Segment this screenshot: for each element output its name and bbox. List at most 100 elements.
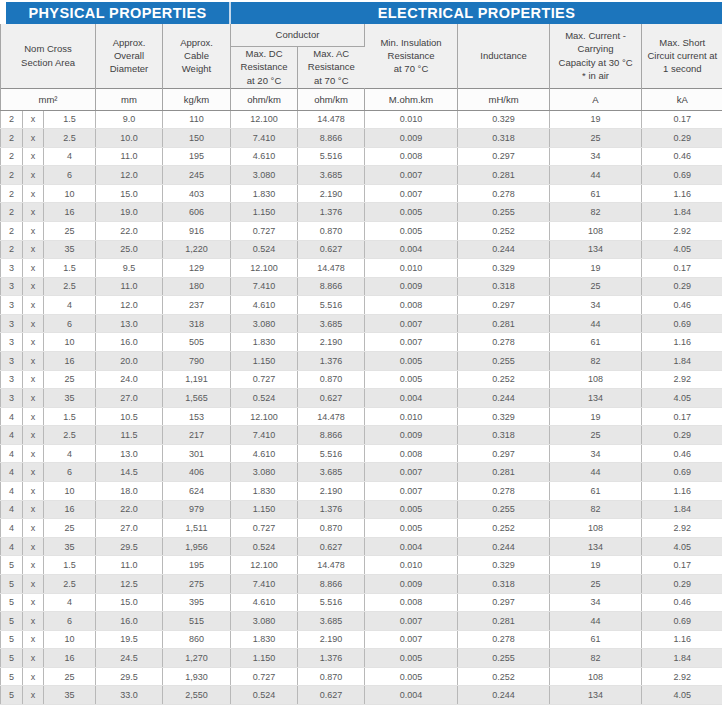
cell: 0.008 [365,296,458,315]
cell: 2.92 [642,519,722,538]
table-row: 4x2.511.52177.4108.8660.0090.318250.29 [1,426,722,445]
cell: 4.610 [231,296,298,315]
cell: 3 [1,389,23,408]
cell: x [23,519,44,538]
cell: 217 [163,426,231,445]
cell: 12.100 [231,556,298,575]
unit-ohm-km-ac: ohm/km [298,88,365,110]
cell: 22.0 [96,500,163,519]
cell: 0.255 [458,500,550,519]
table-row: 4x1018.06241.8302.1900.0070.278611.16 [1,482,722,501]
cell: 0.007 [365,612,458,631]
cell: 1.150 [231,649,298,668]
cell: 1.16 [642,333,722,352]
cell: 403 [163,184,231,203]
cell: 1.16 [642,482,722,501]
cell: 12.100 [231,110,298,129]
cell: 0.008 [365,444,458,463]
cell: 18.0 [96,482,163,501]
cell: 4.05 [642,389,722,408]
col-header-current-capacity: Max. Current - Carrying Capacity at 30 °… [550,24,642,88]
unit-ohm-km-dc: ohm/km [231,88,298,110]
cell: 0.29 [642,129,722,148]
cell: 3.685 [298,463,365,482]
cell: x [23,221,44,240]
unit-mohm-km: M.ohm.km [365,88,458,110]
cell: 12.100 [231,259,298,278]
cell: 9.0 [96,110,163,129]
cell: 25 [44,370,96,389]
cell: 0.278 [458,333,550,352]
cell: 0.69 [642,463,722,482]
cell: 25 [550,129,642,148]
cell: 2.190 [298,184,365,203]
cell: x [23,352,44,371]
unit-kg-km: kg/km [163,88,231,110]
cell: 1,930 [163,667,231,686]
cell: x [23,314,44,333]
table-row: 5x616.05153.0803.6850.0070.281440.69 [1,612,722,631]
cell: 275 [163,574,231,593]
cell: 13.0 [96,444,163,463]
cell: 5 [1,649,23,668]
cell: 16 [44,500,96,519]
cell: 0.318 [458,426,550,445]
cell: 2 [1,184,23,203]
cell: 108 [550,370,642,389]
table-row: 5x2529.51,9300.7270.8700.0050.2521082.92 [1,667,722,686]
cell: 4 [1,519,23,538]
cell: 35 [44,537,96,556]
cell: 0.297 [458,593,550,612]
cell: 0.69 [642,314,722,333]
cell: 0.255 [458,352,550,371]
cell: 4.05 [642,240,722,259]
cell: 0.007 [365,630,458,649]
cell: 108 [550,667,642,686]
cell: 3 [1,314,23,333]
cell: 0.281 [458,612,550,631]
table-row: 2x1.59.011012.10014.4780.0100.329190.17 [1,110,722,129]
cell: 4 [1,482,23,501]
cell: 2 [1,129,23,148]
cell: x [23,389,44,408]
cell: 8.866 [298,426,365,445]
cell: 0.870 [298,370,365,389]
cell: 1.16 [642,630,722,649]
table-row: 4x614.54063.0803.6850.0070.281440.69 [1,463,722,482]
cell: 3.080 [231,463,298,482]
cell: 7.410 [231,426,298,445]
cell: x [23,147,44,166]
cell: 15.0 [96,593,163,612]
cell: 108 [550,221,642,240]
cell: 301 [163,444,231,463]
cell: 6 [44,314,96,333]
col-header-overall-diameter: Approx. Overall Diameter [96,24,163,88]
col-header-cable-weight: Approx. Cable Weight [163,24,231,88]
cell: 4.610 [231,147,298,166]
cell: 5 [1,574,23,593]
cell: 0.007 [365,482,458,501]
cell: 0.252 [458,370,550,389]
cell: 1.830 [231,184,298,203]
cell: 12.100 [231,407,298,426]
cell: 10 [44,482,96,501]
cell: 10 [44,630,96,649]
table-row: 2x2.510.01507.4108.8660.0090.318250.29 [1,129,722,148]
col-header-inductance: Inductance [458,24,550,88]
cell: x [23,166,44,185]
cell: 19 [550,407,642,426]
cell: 19 [550,110,642,129]
cell: 2.5 [44,574,96,593]
cell: 0.524 [231,537,298,556]
cell: 0.29 [642,277,722,296]
cell: 1.84 [642,649,722,668]
cell: 129 [163,259,231,278]
cell: 2 [1,147,23,166]
cell: 0.870 [298,221,365,240]
cell: 0.010 [365,110,458,129]
cell: 4 [44,444,96,463]
cell: 0.46 [642,147,722,166]
cell: 1.16 [642,184,722,203]
cell: 44 [550,463,642,482]
cell: 0.318 [458,129,550,148]
